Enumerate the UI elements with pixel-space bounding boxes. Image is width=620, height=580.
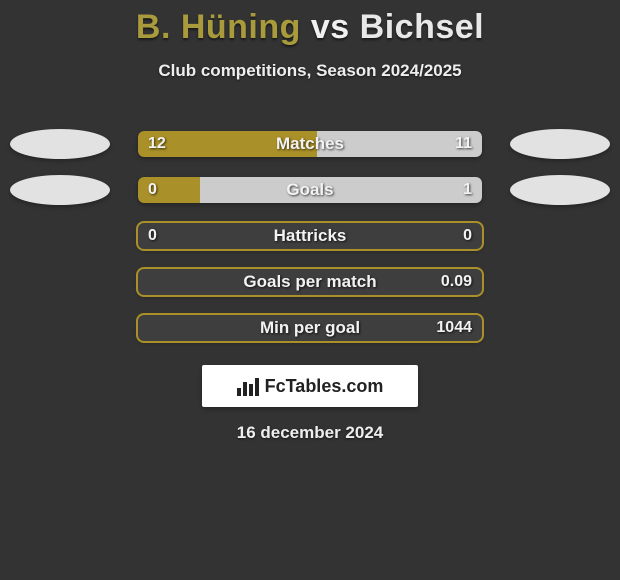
player-left-name: B. Hüning (136, 8, 301, 46)
stat-value-right: 0 (463, 223, 472, 249)
date-label: 16 december 2024 (0, 423, 620, 443)
stat-row: 01Goals (0, 167, 620, 213)
stat-value-left: 12 (148, 131, 166, 157)
stat-row: 0 0Hattricks (0, 213, 620, 259)
stat-bar: 1211Matches (138, 131, 482, 157)
team-ellipse-right (510, 129, 610, 159)
stat-row: 1044Min per goal (0, 305, 620, 351)
logo-text: FcTables.com (265, 376, 384, 397)
source-logo: FcTables.com (202, 365, 418, 407)
page-title: B. Hüning vs Bichsel (0, 0, 620, 47)
stat-value-right: 1044 (436, 315, 472, 341)
stat-bar: 01Goals (138, 177, 482, 203)
stat-value-right: 0.09 (441, 269, 472, 295)
subtitle: Club competitions, Season 2024/2025 (0, 61, 620, 81)
stat-bar: 0 0Hattricks (138, 223, 482, 249)
fill-right (200, 177, 482, 203)
stat-metric-label: Min per goal (138, 315, 482, 341)
stat-value-left: 0 (148, 223, 157, 249)
stat-row: 0.09Goals per match (0, 259, 620, 305)
team-ellipse-right (510, 175, 610, 205)
stat-rows: 1211Matches01Goals00Hattricks0.09Goals p… (0, 121, 620, 351)
stat-bar: 0.09Goals per match (138, 269, 482, 295)
team-ellipse-left (10, 129, 110, 159)
stat-value-right: 1 (463, 177, 472, 203)
stat-row: 1211Matches (0, 121, 620, 167)
stat-value-left: 0 (148, 177, 157, 203)
player-right-name: Bichsel (360, 8, 484, 46)
stat-metric-label: Goals per match (138, 269, 482, 295)
team-ellipse-left (10, 175, 110, 205)
vs-label: vs (311, 8, 350, 46)
stat-bar: 1044Min per goal (138, 315, 482, 341)
stat-metric-label: Hattricks (138, 223, 482, 249)
bars-icon (237, 376, 259, 396)
stat-value-right: 11 (455, 131, 472, 157)
comparison-infographic: B. Hüning vs Bichsel Club competitions, … (0, 0, 620, 580)
